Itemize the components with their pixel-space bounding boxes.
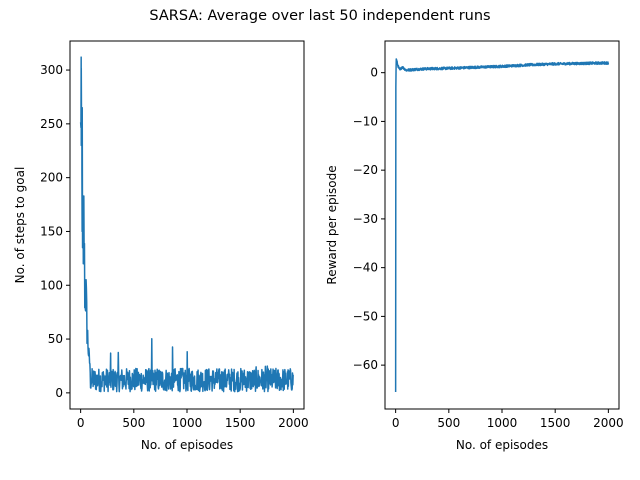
right-axes-frame xyxy=(384,40,620,410)
left-x-tick-label: 1500 xyxy=(225,416,256,430)
left-plot-area xyxy=(79,56,294,393)
right-y-axis-label: Reward per episode xyxy=(325,165,339,284)
right-x-axis-label: No. of episodes xyxy=(456,438,548,452)
right-x-tick-label: 1500 xyxy=(540,416,571,430)
right-plot-area xyxy=(394,58,610,392)
left-y-axis-label: No. of steps to goal xyxy=(13,167,27,284)
right-x-tick-label: 500 xyxy=(437,416,460,430)
right-y-tick-label: −60 xyxy=(353,358,378,372)
right-y-tick-label: −20 xyxy=(353,163,378,177)
left-y-tick-label: 200 xyxy=(40,171,63,185)
right-y-tick-label: −30 xyxy=(353,212,378,226)
left-y-tick-label: 250 xyxy=(40,117,63,131)
right-x-tick-label: 0 xyxy=(392,416,400,430)
right-x-tick-label: 2000 xyxy=(593,416,624,430)
left-y-tick-label: 150 xyxy=(40,224,63,238)
right-y-tick-label: −40 xyxy=(353,261,378,275)
left-x-tick-label: 1000 xyxy=(172,416,203,430)
left-series-line xyxy=(79,56,294,393)
left-x-axis-label: No. of episodes xyxy=(141,438,233,452)
right-y-tick-label: 0 xyxy=(370,66,378,80)
right-x-tick-label: 1000 xyxy=(487,416,518,430)
left-x-tick-label: 2000 xyxy=(278,416,309,430)
left-x-tick-label: 0 xyxy=(77,416,85,430)
right-subplot: 0 500 1000 1500 2000 −60 −50 −40 −30 −20 −10 0 No. … xyxy=(325,40,624,452)
left-y-tick-label: 100 xyxy=(40,278,63,292)
right-ticks: 0 500 1000 1500 2000 −60 −50 −40 −30 −20 −10 0 xyxy=(353,66,624,430)
right-y-tick-label: −50 xyxy=(353,309,378,323)
right-y-tick-label: −10 xyxy=(353,114,378,128)
left-ticks: 0 500 1000 1500 2000 0 50 100 150 200 250 300 xyxy=(40,63,309,430)
left-subplot: 0 500 1000 1500 2000 0 50 100 150 200 250 300 No. o… xyxy=(13,40,309,452)
right-series-line xyxy=(394,58,610,392)
figure-title: SARSA: Average over last 50 independent … xyxy=(149,8,491,24)
left-y-tick-label: 0 xyxy=(55,386,63,400)
left-y-tick-label: 300 xyxy=(40,63,63,77)
left-y-tick-label: 50 xyxy=(48,332,63,346)
left-x-tick-label: 500 xyxy=(122,416,145,430)
